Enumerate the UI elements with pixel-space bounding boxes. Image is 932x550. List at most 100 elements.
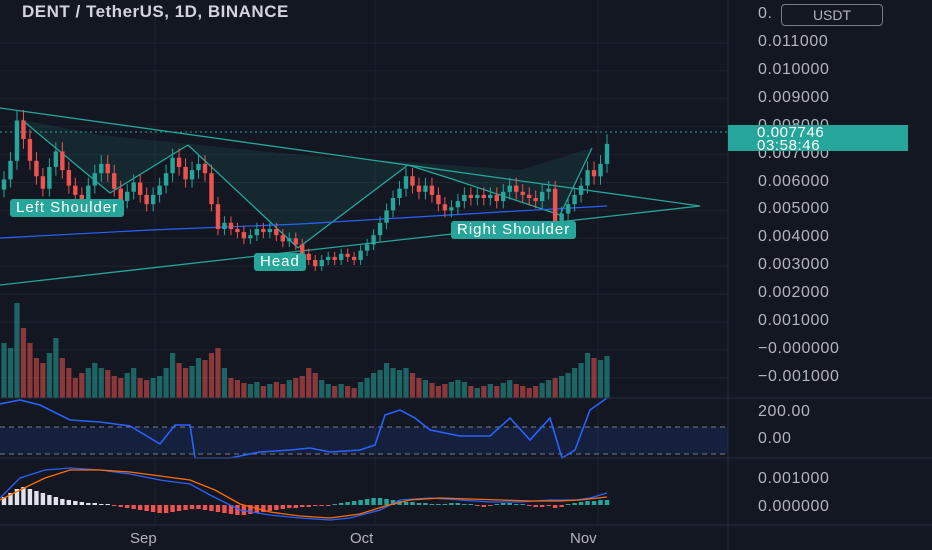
candle xyxy=(403,176,409,189)
candle xyxy=(189,170,195,180)
macd-histogram-bar xyxy=(507,503,512,505)
volume-bar xyxy=(345,386,351,398)
macd-histogram-bar xyxy=(351,501,357,505)
candle xyxy=(591,170,597,177)
volume-bar xyxy=(383,363,390,398)
macd-histogram-bar xyxy=(183,505,188,510)
date-label-sep: Sep xyxy=(130,530,157,547)
candle xyxy=(196,163,201,171)
currency-button[interactable]: USDT xyxy=(781,4,883,26)
macd-histogram-bar xyxy=(215,505,221,512)
volume-bar xyxy=(111,376,117,398)
volume-bar xyxy=(500,383,506,398)
macd-histogram-bar xyxy=(34,491,39,505)
candle xyxy=(124,191,130,202)
date-label-nov: Nov xyxy=(570,530,597,547)
macd-histogram-bar xyxy=(533,505,538,507)
macd-histogram-bar xyxy=(455,503,461,505)
candle xyxy=(144,194,149,205)
volume-bar xyxy=(20,328,27,398)
candle xyxy=(436,194,441,205)
volume-bar xyxy=(546,380,552,398)
candle xyxy=(410,176,415,186)
volume-bar xyxy=(124,373,130,398)
candle xyxy=(92,173,97,186)
macd-histogram-bar xyxy=(1,497,7,505)
candle xyxy=(325,256,331,260)
macd-histogram-bar xyxy=(137,505,143,510)
macd-histogram-bar xyxy=(338,503,344,505)
macd-histogram-bar xyxy=(92,503,97,505)
price-axis-partial: 0. xyxy=(758,5,773,22)
volume-bar xyxy=(325,384,331,398)
candle xyxy=(514,185,519,192)
volume-bar xyxy=(105,370,111,398)
volume-bar xyxy=(435,386,442,398)
volume-bar xyxy=(79,373,85,398)
macd-histogram-bar xyxy=(293,505,298,508)
candle xyxy=(332,256,337,260)
chart-grid xyxy=(0,0,728,525)
volume-bar xyxy=(273,382,279,398)
candle xyxy=(604,143,610,164)
price-axis-label: 0.002000 xyxy=(758,284,830,302)
moving-average xyxy=(0,205,608,239)
candle xyxy=(21,120,26,140)
candle xyxy=(371,235,376,245)
volume-bar xyxy=(157,376,163,398)
pattern-fill xyxy=(22,120,592,248)
candle xyxy=(60,151,65,171)
macd-histogram-bar xyxy=(222,505,227,513)
candle xyxy=(598,163,603,177)
pattern-line xyxy=(187,144,299,249)
candle xyxy=(170,157,175,174)
volume-bar xyxy=(234,380,241,398)
candle xyxy=(287,238,292,242)
macd-histogram-bar xyxy=(598,500,603,505)
macd-histogram-bar xyxy=(410,502,415,505)
candle xyxy=(429,185,435,195)
current-price-tag: 0.007746 03:58:46 xyxy=(728,125,908,153)
macd-histogram-bar xyxy=(267,505,273,511)
candle xyxy=(578,185,584,195)
volume-bar xyxy=(66,368,72,398)
cci-axis-label-200: 200.00 xyxy=(758,403,811,420)
volume-bar xyxy=(474,388,480,398)
candle xyxy=(222,222,227,229)
volume-bar xyxy=(176,363,182,398)
macd-histogram-bar xyxy=(345,502,350,505)
candlestick-series[interactable] xyxy=(1,109,610,271)
macd-histogram-bar xyxy=(196,505,201,509)
volume-bar xyxy=(137,378,143,398)
macd-histogram-bar xyxy=(371,498,376,505)
candle xyxy=(565,204,571,214)
price-axis-label: 0.001000 xyxy=(758,312,830,329)
macd-histogram-bar xyxy=(578,502,584,505)
macd-histogram-bar xyxy=(287,505,292,508)
volume-bar xyxy=(131,368,137,398)
price-axis-label: 0.010000 xyxy=(758,60,830,78)
volume-bar xyxy=(358,382,364,398)
volume-bar xyxy=(533,386,539,398)
volume-bar xyxy=(33,358,40,398)
volume-bar xyxy=(390,368,396,398)
volume-bar xyxy=(396,370,403,398)
macd-histogram-bar xyxy=(144,505,149,511)
volume-bar xyxy=(280,384,286,398)
volume-bar xyxy=(565,373,571,398)
macd-histogram-bar xyxy=(47,495,52,505)
volume-bar xyxy=(72,378,78,398)
volume-bar xyxy=(254,382,260,398)
macd-histogram-bar xyxy=(604,500,610,505)
candle xyxy=(520,191,525,195)
volume-bar xyxy=(416,378,422,398)
volume-bar xyxy=(293,378,299,398)
volume-bar xyxy=(513,384,519,398)
macd-histogram-bar xyxy=(488,505,493,506)
volume-bar xyxy=(351,388,357,398)
macd-histogram-bar xyxy=(66,500,72,505)
macd-histogram-bar xyxy=(481,505,487,507)
candle xyxy=(293,238,298,245)
symbol-title[interactable]: DENT / TetherUS, 1D, BINANCE xyxy=(22,2,289,21)
